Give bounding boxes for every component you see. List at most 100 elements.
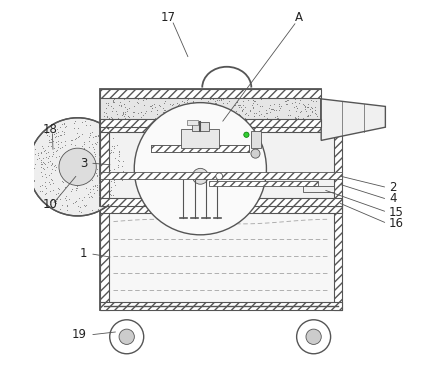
Point bbox=[291, 95, 298, 101]
Point bbox=[91, 171, 98, 177]
Point bbox=[210, 119, 217, 125]
Point bbox=[261, 121, 268, 127]
Point bbox=[111, 179, 118, 185]
Point bbox=[70, 146, 77, 152]
Point bbox=[84, 179, 91, 185]
Point bbox=[120, 158, 127, 164]
Point bbox=[131, 103, 138, 109]
Point bbox=[33, 157, 40, 163]
Point bbox=[95, 133, 102, 139]
Point bbox=[293, 108, 300, 114]
Point bbox=[50, 180, 57, 186]
Point bbox=[100, 187, 107, 193]
Point bbox=[105, 165, 112, 171]
Point bbox=[305, 111, 312, 117]
Point bbox=[86, 122, 93, 128]
Point bbox=[236, 102, 243, 108]
Point bbox=[96, 180, 103, 186]
Point bbox=[106, 116, 113, 122]
Point bbox=[302, 103, 309, 109]
Point bbox=[40, 148, 47, 154]
Point bbox=[190, 98, 197, 104]
Point bbox=[80, 202, 87, 208]
Point bbox=[291, 115, 298, 121]
Point bbox=[262, 92, 269, 99]
Point bbox=[179, 105, 186, 111]
Point bbox=[45, 153, 52, 159]
Point bbox=[93, 185, 100, 191]
Point bbox=[219, 96, 227, 102]
Point bbox=[166, 101, 173, 107]
Point bbox=[103, 114, 110, 120]
Point bbox=[99, 189, 106, 195]
Point bbox=[296, 97, 303, 103]
Point bbox=[238, 115, 245, 121]
Point bbox=[240, 117, 247, 123]
Point bbox=[55, 129, 62, 135]
Point bbox=[71, 199, 78, 205]
Point bbox=[212, 94, 219, 100]
Point bbox=[80, 141, 87, 147]
Point bbox=[284, 97, 291, 103]
Point bbox=[261, 118, 268, 124]
Point bbox=[125, 98, 132, 104]
Point bbox=[305, 104, 312, 110]
Point bbox=[120, 96, 128, 102]
Point bbox=[137, 90, 145, 96]
Point bbox=[32, 151, 39, 157]
Point bbox=[119, 117, 126, 123]
Point bbox=[43, 174, 50, 180]
Point bbox=[110, 105, 117, 111]
Point bbox=[224, 100, 231, 106]
Point bbox=[183, 97, 190, 103]
Point bbox=[153, 111, 161, 117]
Point bbox=[105, 100, 112, 106]
Point bbox=[95, 173, 102, 179]
Point bbox=[307, 97, 314, 103]
Point bbox=[155, 102, 162, 108]
Bar bbox=[100, 89, 321, 98]
Point bbox=[125, 114, 132, 120]
Point bbox=[102, 200, 109, 207]
Point bbox=[48, 162, 55, 168]
Point bbox=[121, 101, 128, 107]
Point bbox=[274, 94, 281, 100]
Point bbox=[283, 101, 290, 107]
Point bbox=[56, 206, 63, 212]
Point bbox=[169, 107, 176, 113]
Point bbox=[54, 196, 61, 202]
Point bbox=[98, 138, 105, 144]
Point bbox=[169, 102, 177, 108]
Point bbox=[45, 133, 53, 139]
Point bbox=[216, 102, 223, 108]
Point bbox=[87, 172, 94, 178]
Point bbox=[198, 118, 205, 124]
Point bbox=[163, 95, 170, 101]
Point bbox=[58, 144, 66, 150]
Point bbox=[77, 208, 84, 215]
Point bbox=[50, 131, 57, 137]
Point bbox=[88, 162, 95, 168]
Point bbox=[63, 203, 70, 209]
Point bbox=[71, 118, 78, 124]
Point bbox=[308, 108, 315, 114]
Point bbox=[40, 166, 47, 172]
Point bbox=[90, 186, 97, 192]
Point bbox=[112, 116, 119, 122]
Point bbox=[31, 165, 38, 171]
Point bbox=[178, 113, 185, 119]
Point bbox=[165, 109, 172, 115]
Point bbox=[72, 135, 79, 141]
Point bbox=[86, 134, 93, 140]
Point bbox=[52, 167, 59, 173]
Point bbox=[95, 181, 102, 187]
Point bbox=[142, 94, 149, 100]
Point bbox=[260, 91, 267, 97]
Point bbox=[71, 155, 78, 161]
Point bbox=[125, 119, 132, 125]
Point bbox=[301, 102, 308, 108]
Point bbox=[265, 116, 273, 122]
Point bbox=[218, 96, 225, 102]
Point bbox=[237, 102, 244, 108]
Point bbox=[92, 151, 99, 157]
